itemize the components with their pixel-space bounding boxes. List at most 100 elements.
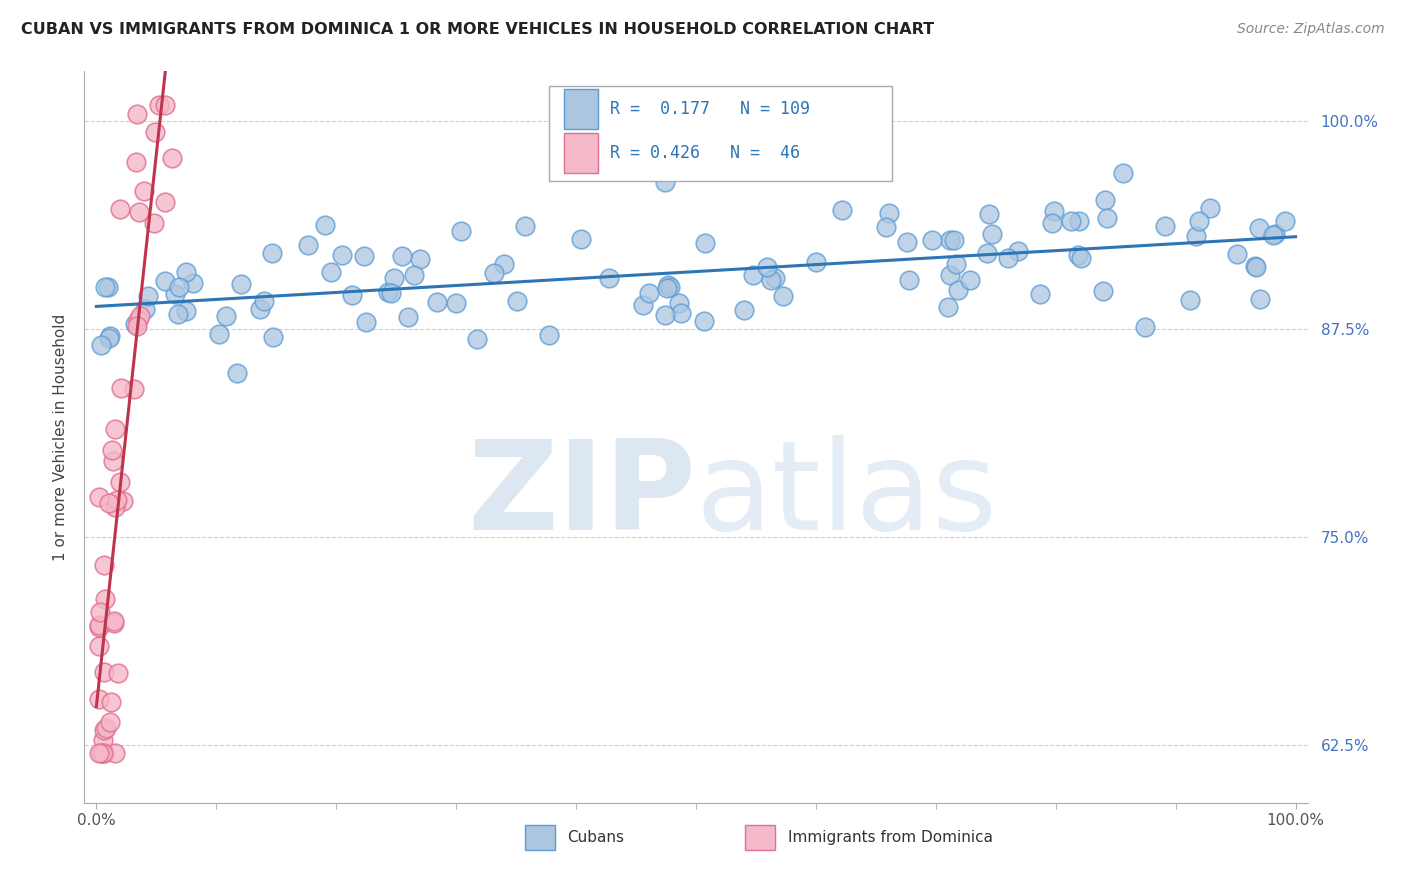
- Point: [89, 605, 111, 619]
- Point: [125, 106, 148, 120]
- Point: [104, 422, 127, 436]
- Point: [108, 202, 131, 217]
- Point: [897, 273, 920, 287]
- Point: [1066, 248, 1088, 262]
- Point: [143, 125, 166, 139]
- Point: [1040, 216, 1063, 230]
- Point: [948, 283, 970, 297]
- Point: [1263, 227, 1285, 242]
- Point: [229, 277, 252, 291]
- Point: [896, 235, 918, 249]
- Point: [733, 303, 755, 318]
- Point: [354, 315, 377, 329]
- Text: R =  0.177   N = 109: R = 0.177 N = 109: [610, 100, 810, 118]
- Point: [1135, 319, 1157, 334]
- Point: [97, 495, 120, 509]
- Point: [153, 194, 176, 209]
- Point: [693, 314, 716, 328]
- Point: [1060, 214, 1083, 228]
- Point: [125, 155, 148, 169]
- Point: [153, 274, 176, 288]
- Point: [377, 285, 399, 299]
- Point: [494, 257, 516, 271]
- Point: [939, 233, 962, 247]
- Point: [976, 246, 998, 260]
- Point: [160, 151, 183, 165]
- Point: [124, 317, 146, 331]
- Point: [939, 268, 962, 282]
- Point: [942, 233, 965, 247]
- Point: [93, 558, 115, 572]
- Point: [108, 475, 131, 489]
- Text: Cubans: Cubans: [568, 830, 624, 845]
- Point: [136, 289, 159, 303]
- Point: [598, 271, 620, 285]
- Point: [513, 219, 536, 233]
- Text: CUBAN VS IMMIGRANTS FROM DOMINICA 1 OR MORE VEHICLES IN HOUSEHOLD CORRELATION CH: CUBAN VS IMMIGRANTS FROM DOMINICA 1 OR M…: [21, 22, 934, 37]
- Point: [215, 309, 238, 323]
- Point: [538, 328, 561, 343]
- Point: [979, 207, 1001, 221]
- Point: [98, 715, 121, 730]
- Point: [90, 338, 112, 352]
- Point: [1112, 166, 1135, 180]
- Point: [380, 285, 402, 300]
- Point: [1007, 244, 1029, 258]
- Point: [314, 219, 336, 233]
- Point: [87, 620, 110, 634]
- Point: [409, 252, 432, 266]
- Point: [1180, 293, 1202, 307]
- Point: [1244, 260, 1267, 274]
- Point: [112, 494, 135, 508]
- Point: [174, 304, 197, 318]
- Point: [93, 592, 115, 607]
- Point: [98, 329, 121, 343]
- Point: [1154, 219, 1177, 233]
- Point: [1069, 213, 1091, 227]
- Point: [176, 265, 198, 279]
- Point: [465, 332, 488, 346]
- Point: [103, 614, 125, 628]
- Point: [93, 733, 115, 747]
- Bar: [745, 825, 776, 850]
- Point: [638, 286, 661, 301]
- Point: [340, 288, 363, 302]
- Point: [655, 281, 678, 295]
- Point: [761, 273, 783, 287]
- Point: [396, 310, 419, 325]
- Point: [165, 287, 187, 301]
- Point: [936, 300, 959, 314]
- Point: [1244, 259, 1267, 273]
- Point: [181, 276, 204, 290]
- Point: [107, 666, 129, 681]
- Point: [755, 260, 778, 275]
- Point: [945, 257, 967, 271]
- Point: [1042, 203, 1064, 218]
- Point: [1091, 284, 1114, 298]
- Point: [382, 270, 405, 285]
- Point: [484, 266, 506, 280]
- Point: [87, 490, 110, 504]
- Point: [90, 746, 112, 760]
- Point: [569, 232, 592, 246]
- Point: [134, 302, 156, 317]
- Text: ZIP: ZIP: [467, 435, 696, 556]
- Point: [104, 500, 127, 514]
- Point: [94, 721, 117, 735]
- Point: [101, 454, 124, 468]
- Point: [169, 280, 191, 294]
- Point: [155, 97, 177, 112]
- Point: [87, 692, 110, 706]
- Point: [631, 298, 654, 312]
- Text: Source: ZipAtlas.com: Source: ZipAtlas.com: [1237, 22, 1385, 37]
- Point: [831, 202, 853, 217]
- Point: [253, 293, 276, 308]
- Point: [1187, 214, 1209, 228]
- Point: [1226, 247, 1249, 261]
- Point: [125, 318, 148, 333]
- Point: [128, 309, 150, 323]
- Point: [1198, 201, 1220, 215]
- Point: [997, 251, 1019, 265]
- Point: [105, 493, 128, 508]
- Point: [658, 279, 681, 293]
